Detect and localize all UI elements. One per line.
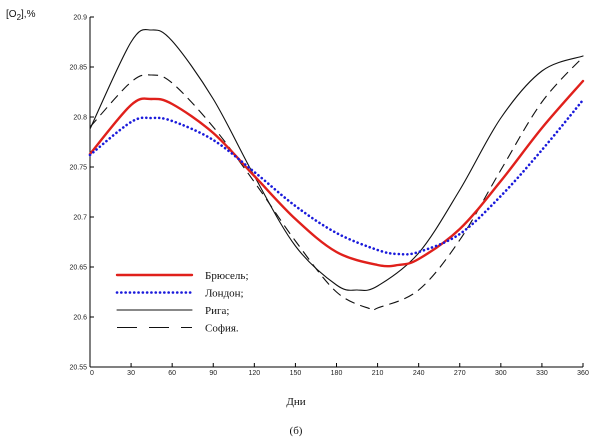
x-tick-label: 30 (127, 370, 135, 377)
series-line-3 (89, 28, 584, 291)
x-tick-label: 120 (248, 370, 260, 377)
legend-label-1: Брюсель; (205, 270, 249, 282)
y-axis-label: [O2],% (6, 9, 36, 22)
series-line-2 (88, 98, 585, 256)
series-layer (88, 28, 585, 312)
y-tick-label: 20.75 (69, 165, 87, 172)
x-tick-label: 300 (495, 370, 507, 377)
x-axis-label: Дни (286, 396, 305, 408)
legend-label-2: Лондон; (205, 288, 244, 300)
x-tick-label: 240 (413, 370, 425, 377)
series-line-4 (89, 56, 584, 312)
axes: 20.55 20.6 20.65 20.7 20.75 20.8 20.85 20.9 0 30 6… (69, 15, 588, 378)
figure-caption: (б) (290, 425, 303, 437)
y-tick-label: 20.85 (69, 65, 87, 72)
x-tick-label: 270 (454, 370, 466, 377)
y-tick-label: 20.6 (73, 315, 87, 322)
x-tick-label: 150 (290, 370, 302, 377)
x-tick-label: 90 (209, 370, 217, 377)
x-tick-label: 0 (90, 370, 94, 377)
y-tick-label: 20.55 (69, 365, 87, 372)
x-tick-label: 360 (577, 370, 589, 377)
legend: Брюсель; Лондон; Рига; София. (115, 270, 249, 335)
legend-label-3: Рига; (205, 305, 229, 317)
x-tick-label: 330 (536, 370, 548, 377)
y-tick-label: 20.7 (73, 215, 87, 222)
x-tick-label: 210 (372, 370, 384, 377)
x-tick-label: 60 (168, 370, 176, 377)
y-tick-label: 20.65 (69, 265, 87, 272)
y-tick-label: 20.9 (73, 15, 87, 22)
x-tick-label: 180 (331, 370, 343, 377)
series-line-1 (88, 79, 585, 268)
y-tick-label: 20.8 (73, 115, 87, 122)
legend-label-4: София. (205, 323, 239, 335)
